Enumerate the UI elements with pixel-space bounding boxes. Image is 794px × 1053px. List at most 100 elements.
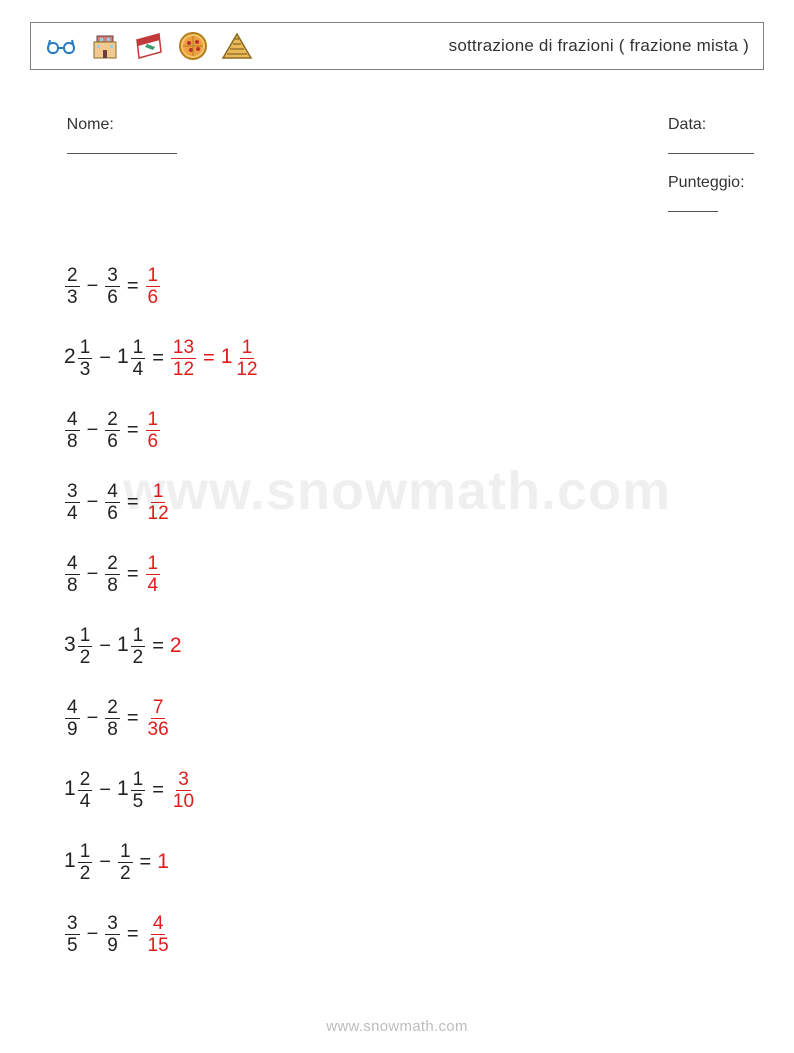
- problem-row: 23−36=16: [64, 264, 764, 308]
- answer: 112: [145, 482, 172, 523]
- fraction: 34: [65, 482, 80, 523]
- numerator: 2: [105, 698, 120, 719]
- numerator: 1: [78, 842, 93, 863]
- problem-row: 112−12=1: [64, 840, 764, 884]
- denominator: 12: [171, 359, 196, 379]
- fraction: 15: [131, 770, 146, 811]
- info-row: Nome: Data: Punteggio:: [40, 98, 754, 232]
- date-label: Data:: [668, 116, 706, 133]
- operand-a: 23: [64, 266, 81, 307]
- fraction: 16: [146, 266, 161, 307]
- equals-sign: =: [127, 275, 139, 298]
- worksheet-title: sottrazione di frazioni ( frazione mista…: [449, 36, 749, 56]
- numerator: 2: [78, 770, 93, 791]
- name-label: Nome:: [67, 116, 114, 133]
- equals-sign: =: [152, 779, 164, 802]
- numerator: 1: [131, 770, 146, 791]
- hotel-icon: [89, 30, 121, 62]
- denominator: 6: [105, 431, 120, 451]
- minus-sign: −: [99, 779, 111, 802]
- numerator: 4: [105, 482, 120, 503]
- whole-part: 1: [117, 633, 129, 656]
- operand-b: 26: [104, 410, 121, 451]
- whole-part: 1: [221, 345, 233, 368]
- numerator: 3: [65, 482, 80, 503]
- problems-list: 23−36=16213−114=1312=111248−26=1634−46=1…: [64, 264, 764, 956]
- denominator: 9: [65, 719, 80, 739]
- equals-sign: =: [152, 635, 164, 658]
- fraction: 35: [65, 914, 80, 955]
- date-blank[interactable]: [668, 137, 754, 154]
- fraction: 48: [65, 554, 80, 595]
- numerator: 1: [118, 842, 133, 863]
- denominator: 5: [65, 935, 80, 955]
- operand-a: 124: [64, 770, 93, 811]
- denominator: 4: [65, 503, 80, 523]
- denominator: 2: [118, 863, 133, 883]
- fraction: 24: [78, 770, 93, 811]
- denominator: 3: [78, 359, 93, 379]
- numerator: 3: [105, 914, 120, 935]
- equals-sign: =: [127, 707, 139, 730]
- answer: 1112: [221, 338, 261, 379]
- answer: 310: [170, 770, 197, 811]
- equals-sign: =: [127, 923, 139, 946]
- operand-a: 49: [64, 698, 81, 739]
- whole-part: 2: [64, 345, 76, 368]
- denominator: 2: [131, 647, 146, 667]
- pizza-icon: [177, 30, 209, 62]
- operand-a: 112: [64, 842, 93, 883]
- fraction: 112: [146, 482, 171, 523]
- score-blank[interactable]: [668, 195, 718, 212]
- fraction: 1312: [171, 338, 196, 379]
- footer-url: www.snowmath.com: [0, 1018, 794, 1035]
- fraction: 14: [146, 554, 161, 595]
- denominator: 5: [131, 791, 146, 811]
- numerator: 1: [78, 338, 93, 359]
- denominator: 12: [146, 503, 171, 523]
- denominator: 4: [78, 791, 93, 811]
- problem-row: 35−39=415: [64, 912, 764, 956]
- numerator: 1: [146, 554, 161, 575]
- denominator: 8: [65, 431, 80, 451]
- name-blank[interactable]: [67, 137, 177, 154]
- numerator: 2: [65, 266, 80, 287]
- operand-a: 48: [64, 554, 81, 595]
- whole-part: 2: [170, 634, 182, 657]
- operand-b: 28: [104, 554, 121, 595]
- plane-ticket-icon: [133, 30, 165, 62]
- pyramid-icon: [221, 30, 253, 62]
- denominator: 10: [171, 791, 196, 811]
- operand-a: 213: [64, 338, 93, 379]
- answer: 1: [157, 850, 170, 874]
- whole-part: 3: [64, 633, 76, 656]
- operand-b: 39: [104, 914, 121, 955]
- operand-a: 312: [64, 626, 93, 667]
- numerator: 3: [105, 266, 120, 287]
- glasses-icon: [45, 30, 77, 62]
- minus-sign: −: [87, 923, 99, 946]
- fraction: 14: [131, 338, 146, 379]
- whole-part: 1: [117, 345, 129, 368]
- problem-row: 48−26=16: [64, 408, 764, 452]
- fraction: 310: [171, 770, 196, 811]
- fraction: 12: [118, 842, 133, 883]
- problem-row: 34−46=112: [64, 480, 764, 524]
- operand-a: 48: [64, 410, 81, 451]
- fraction: 415: [146, 914, 171, 955]
- header-icons: [45, 30, 253, 62]
- answer: 1312: [170, 338, 197, 379]
- operand-b: 112: [117, 626, 146, 667]
- operand-a: 34: [64, 482, 81, 523]
- minus-sign: −: [99, 851, 111, 874]
- fraction: 28: [105, 698, 120, 739]
- problem-row: 49−28=736: [64, 696, 764, 740]
- equals-sign: =: [127, 491, 139, 514]
- answer: 16: [145, 266, 162, 307]
- operand-b: 114: [117, 338, 146, 379]
- denominator: 9: [105, 935, 120, 955]
- minus-sign: −: [87, 419, 99, 442]
- denominator: 6: [105, 287, 120, 307]
- minus-sign: −: [87, 707, 99, 730]
- numerator: 3: [65, 914, 80, 935]
